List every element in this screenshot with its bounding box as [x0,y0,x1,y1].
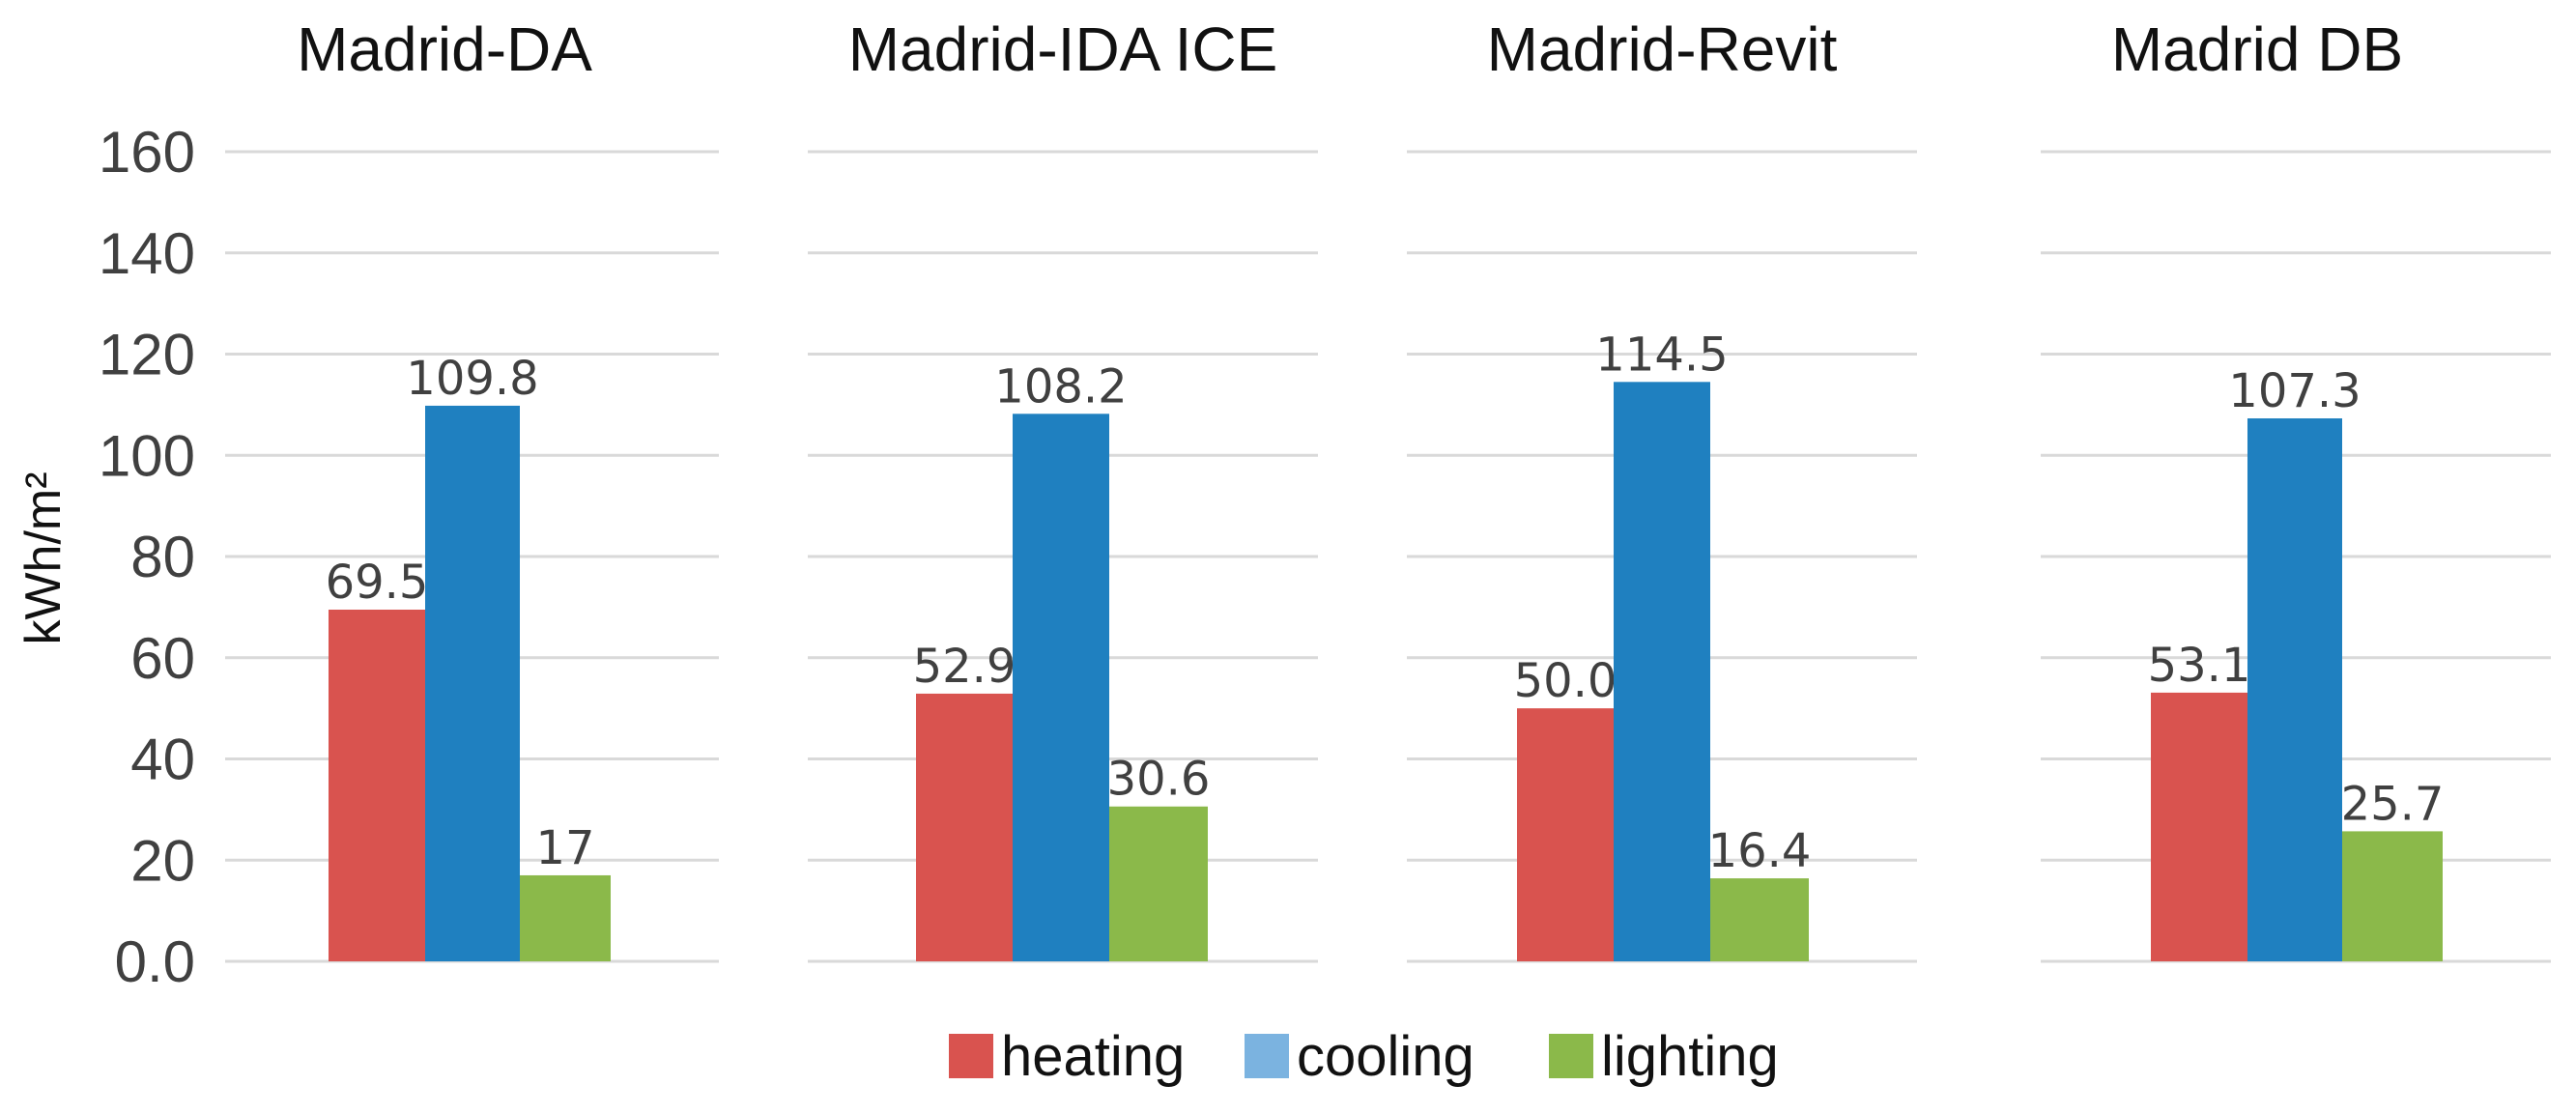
data-label-heating: 50.0 [1514,654,1617,708]
legend-label-cooling: cooling [1297,1025,1474,1088]
data-label-heating: 69.5 [326,556,429,610]
chart-panel: Madrid-DA 69.5 109.8 17 [225,14,719,963]
y-axis: kWh/m² 0.0 20 40 60 80 100 120 140 160 [15,120,195,994]
chart-panel: Madrid-IDA ICE 52.9 108.2 30.6 [808,14,1318,963]
data-label-heating: 52.9 [913,640,1016,694]
legend-item-heating: heating [949,1025,1185,1088]
y-tick-label: 40 [130,728,195,792]
y-tick-label: 100 [99,423,195,488]
chart-panel: Madrid DB 53.1 107.3 25.7 [2041,14,2551,963]
legend-label-lighting: lighting [1601,1025,1779,1088]
panel-title: Madrid DB [2111,14,2403,84]
bar-cooling [1013,414,1109,961]
bar-heating [2151,692,2247,961]
bar-lighting [1109,806,1208,961]
bar-cooling [425,405,520,961]
legend-item-lighting: lighting [1549,1025,1779,1088]
bar-heating [329,609,425,961]
data-label-cooling: 108.2 [994,359,1127,414]
legend-swatch-cooling [1245,1034,1289,1078]
bar-cooling [1614,382,1710,961]
panel-title: Madrid-DA [297,14,592,84]
data-label-lighting: 30.6 [1107,753,1211,807]
data-label-lighting: 25.7 [2341,777,2445,831]
bar-heating [916,693,1013,961]
legend-item-cooling: cooling [1245,1025,1474,1088]
panel-title: Madrid-IDA ICE [848,14,1278,84]
data-label-lighting: 16.4 [1708,824,1812,878]
legend: heating cooling lighting [949,1025,1779,1088]
chart-panel: Madrid-Revit 50.0 114.5 16.4 [1407,14,1917,963]
legend-label-heating: heating [1001,1025,1185,1088]
y-tick-label: 120 [99,323,195,387]
bar-cooling [2247,418,2342,961]
y-axis-title: kWh/m² [15,471,72,644]
data-label-cooling: 109.8 [406,352,538,406]
y-tick-label: 60 [130,626,195,691]
panel-title: Madrid-Revit [1487,14,1838,84]
bar-lighting [520,874,611,961]
data-label-cooling: 107.3 [2228,364,2361,418]
y-tick-label: 20 [130,828,195,893]
bar-lighting [2342,831,2443,961]
bar-heating [1517,708,1614,961]
y-tick-label: 160 [99,120,195,185]
data-label-heating: 53.1 [2148,639,2251,693]
y-tick-label: 0.0 [115,929,195,994]
chart-panels: Madrid-DA 69.5 109.8 17 Madrid-IDA ICE 52.9 10… [225,14,2551,963]
y-tick-label: 140 [99,221,195,286]
y-tick-label: 80 [130,525,195,589]
legend-swatch-lighting [1549,1034,1593,1078]
data-label-cooling: 114.5 [1595,328,1728,382]
data-label-lighting: 17 [535,821,594,875]
bar-lighting [1710,878,1809,961]
legend-swatch-heating [949,1034,993,1078]
